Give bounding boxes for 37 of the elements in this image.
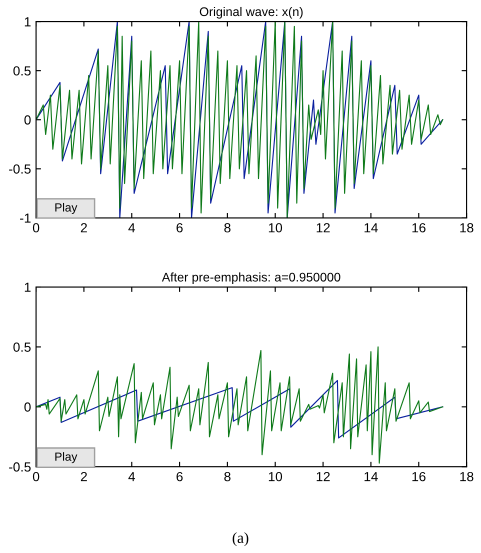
x-tick-label: 16 xyxy=(412,472,426,482)
y-tick-label: 0 xyxy=(24,115,31,125)
x-tick-label: 4 xyxy=(128,223,136,232)
line-series xyxy=(36,380,444,439)
y-tick-label: 0.5 xyxy=(13,66,31,76)
y-tick-label: -0.5 xyxy=(9,462,31,472)
x-tick-label: 6 xyxy=(176,472,183,482)
y-tick-label: 0 xyxy=(24,402,31,412)
x-tick-label: 8 xyxy=(224,472,230,482)
x-tick-label: 12 xyxy=(316,472,330,482)
x-tick-label: 12 xyxy=(316,223,330,232)
x-tick-label: 14 xyxy=(364,472,378,482)
x-tick-label: 10 xyxy=(268,223,282,232)
x-tick-label: 10 xyxy=(268,472,282,482)
x-tick-label: 18 xyxy=(460,472,474,482)
chart-title: Original wave: x(n) xyxy=(200,6,303,19)
y-tick-label: 1 xyxy=(24,17,31,26)
x-tick-label: 18 xyxy=(460,223,474,232)
y-tick-label: -0.5 xyxy=(9,164,31,174)
x-tick-label: 2 xyxy=(80,472,87,482)
text: (a) xyxy=(232,532,248,546)
y-tick-label: -1 xyxy=(20,214,31,223)
y-tick-label: 1 xyxy=(24,282,31,292)
x-tick-label: 14 xyxy=(364,223,378,232)
x-tick-label: 2 xyxy=(80,223,87,232)
x-tick-label: 16 xyxy=(412,223,426,232)
line-series xyxy=(36,346,444,464)
x-tick-label: 0 xyxy=(32,223,40,232)
y-tick-label: 0.5 xyxy=(13,342,31,352)
x-tick-label: 0 xyxy=(32,472,40,482)
x-tick-label: 4 xyxy=(128,472,136,482)
line-series xyxy=(36,22,444,218)
x-tick-label: 6 xyxy=(176,223,183,232)
x-tick-label: 8 xyxy=(224,223,230,232)
annotation: Play xyxy=(55,202,78,214)
annotation: Play xyxy=(55,452,78,464)
chart-title: After pre-emphasis: a=0.950000 xyxy=(162,272,340,284)
